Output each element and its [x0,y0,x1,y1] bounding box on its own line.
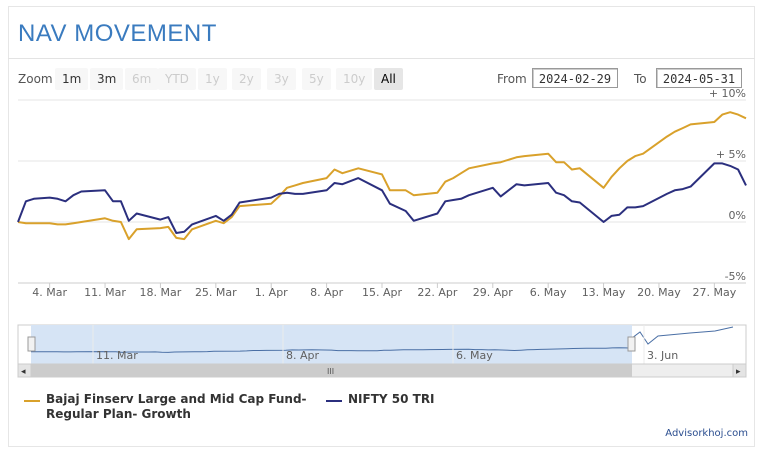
y-axis: + 10% + 5% 0% -5% [709,87,746,283]
legend-swatch-fund [24,400,40,402]
navigator-labels: 11. Mar 8. Apr 6. May 3. Jun [92,325,678,364]
navigator-line-in [31,347,633,353]
navigator-lines [31,326,734,353]
scrollbar-left-button[interactable] [17,363,32,378]
page-title: NAV MOVEMENT [18,20,217,47]
series-lines [17,111,747,241]
scrollbar-thumb[interactable] [31,364,632,377]
range-to-input[interactable]: 2024-05-31 [656,68,742,88]
title-divider [8,58,755,59]
range-from-input[interactable]: 2024-02-29 [532,68,618,88]
range-from-label: From [497,72,527,86]
x-tick-label: 29. Apr [473,286,513,299]
y-tick-label: + 5% [716,148,746,161]
range-to-label: To [634,72,647,86]
x-tick-label: 27. May [692,286,736,299]
navigator-label: 11. Mar [96,349,138,362]
zoom-button-3m[interactable]: 3m [90,68,124,90]
x-tick-label: 25. Mar [195,286,237,299]
scrollbar-grip-icon: III [327,367,334,376]
x-tick-label: 20. May [637,286,681,299]
legend-swatch-index [326,400,342,402]
x-tick-label: 22. Apr [417,286,457,299]
x-tick-label: 4. Mar [32,286,67,299]
y-tick-label: + 10% [709,87,746,100]
x-tick-label: 15. Apr [362,286,402,299]
y-tick-label: -5% [725,270,746,283]
x-tick-label: 13. May [582,286,626,299]
x-tick-label: 11. Mar [84,286,126,299]
zoom-button-1m[interactable]: 1m [55,68,89,90]
x-tick-label: 1. Apr [255,286,288,299]
scrollbar-right-button[interactable] [732,363,747,378]
scrollbar[interactable]: ◂ ▸ III [17,363,747,378]
legend-label-fund: Bajaj Finserv Large and Mid Cap Fund- Re… [46,392,307,421]
zoom-button-6m[interactable]: 6m [125,68,159,90]
navigator-selection[interactable] [31,325,632,364]
zoom-button-2y[interactable]: 2y [232,68,261,90]
zoom-button-3y[interactable]: 3y [267,68,296,90]
x-tick-label: 6. May [530,286,567,299]
scrollbar-right-arrow-icon: ▸ [736,367,741,377]
navigator-label: 8. Apr [286,349,319,362]
navigator[interactable]: 11. Mar 8. Apr 6. May 3. Jun [17,324,747,365]
x-axis: 4. Mar 11. Mar 18. Mar 25. Mar 1. Apr 8. Apr 1… [18,282,746,299]
series-line-fund [17,111,747,241]
credit-link[interactable]: Advisorkhoj.com [665,428,748,439]
scrollbar-left-arrow-icon: ◂ [21,367,26,377]
zoom-button-all[interactable]: All [374,68,403,90]
zoom-button-ytd[interactable]: YTD [158,68,196,90]
navigator-left-handle[interactable] [27,336,36,352]
zoom-button-1y[interactable]: 1y [198,68,227,90]
x-tick-label: 8. Apr [310,286,343,299]
zoom-label: Zoom [18,72,53,86]
navigator-line-out [631,326,734,345]
y-tick-label: 0% [729,209,746,222]
navigator-label: 6. May [456,349,493,362]
legend-label-index: NIFTY 50 TRI [348,392,435,406]
x-tick-label: 18. Mar [140,286,182,299]
series-line-nifty [17,162,747,234]
navigator-label: 3. Jun [647,349,678,362]
zoom-button-5y[interactable]: 5y [302,68,331,90]
navigator-right-handle[interactable] [627,336,636,352]
zoom-button-10y[interactable]: 10y [336,68,373,90]
